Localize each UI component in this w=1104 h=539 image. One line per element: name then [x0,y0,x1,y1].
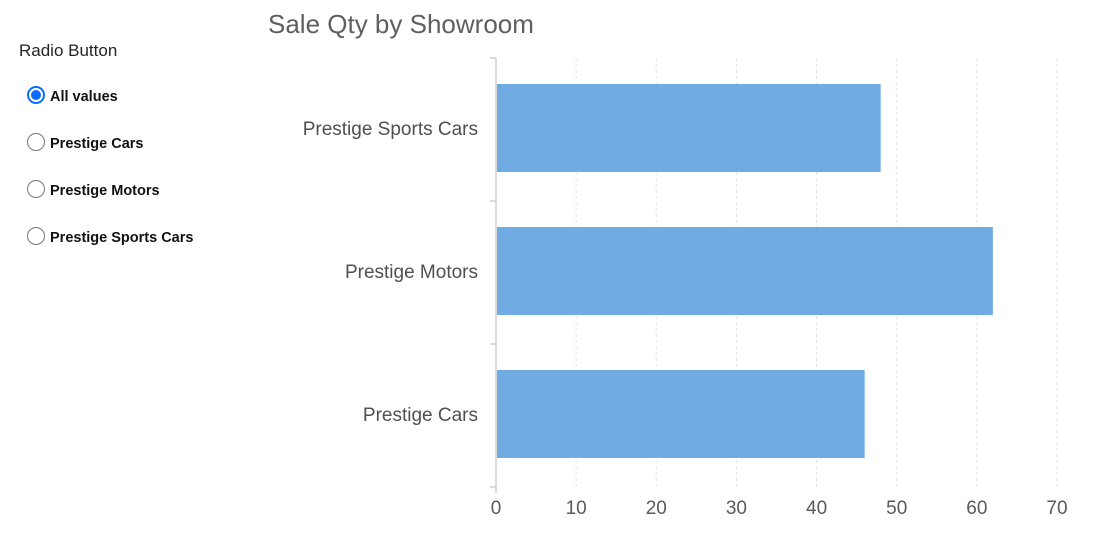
slicer-title: Radio Button [19,41,118,60]
category-label: Prestige Motors [345,262,478,283]
radio-option-label: Prestige Cars [50,135,144,152]
radio-option-prestige-motors[interactable]: Prestige Motors [18,176,258,202]
radio-option-all-values[interactable]: All values [18,82,258,108]
x-tick-label: 40 [806,498,827,519]
radio-unselected-icon[interactable] [27,180,45,198]
x-tick-label: 10 [566,498,587,519]
x-tick-label: 60 [966,498,987,519]
bar [497,227,993,315]
radio-unselected-icon[interactable] [27,227,45,245]
x-tick-label: 70 [1046,498,1067,519]
x-tick-label: 30 [726,498,747,519]
x-tick-label: 50 [886,498,907,519]
radio-option-label: All values [50,88,118,105]
bar [497,84,881,172]
radio-option-prestige-sports-cars[interactable]: Prestige Sports Cars [18,223,258,249]
radio-unselected-icon[interactable] [27,133,45,151]
radio-option-label: Prestige Sports Cars [50,229,194,246]
category-label: Prestige Cars [363,405,478,426]
radio-selected-icon[interactable] [27,86,45,104]
category-label: Prestige Sports Cars [303,119,478,140]
radio-option-label: Prestige Motors [50,182,160,199]
bar [497,370,865,458]
chart-title: Sale Qty by Showroom [268,9,534,39]
radio-slicer: Radio Button All values Prestige Cars Pr… [18,40,258,270]
x-tick-label: 20 [646,498,667,519]
x-tick-label: 0 [491,498,502,519]
radio-option-prestige-cars[interactable]: Prestige Cars [18,129,258,155]
